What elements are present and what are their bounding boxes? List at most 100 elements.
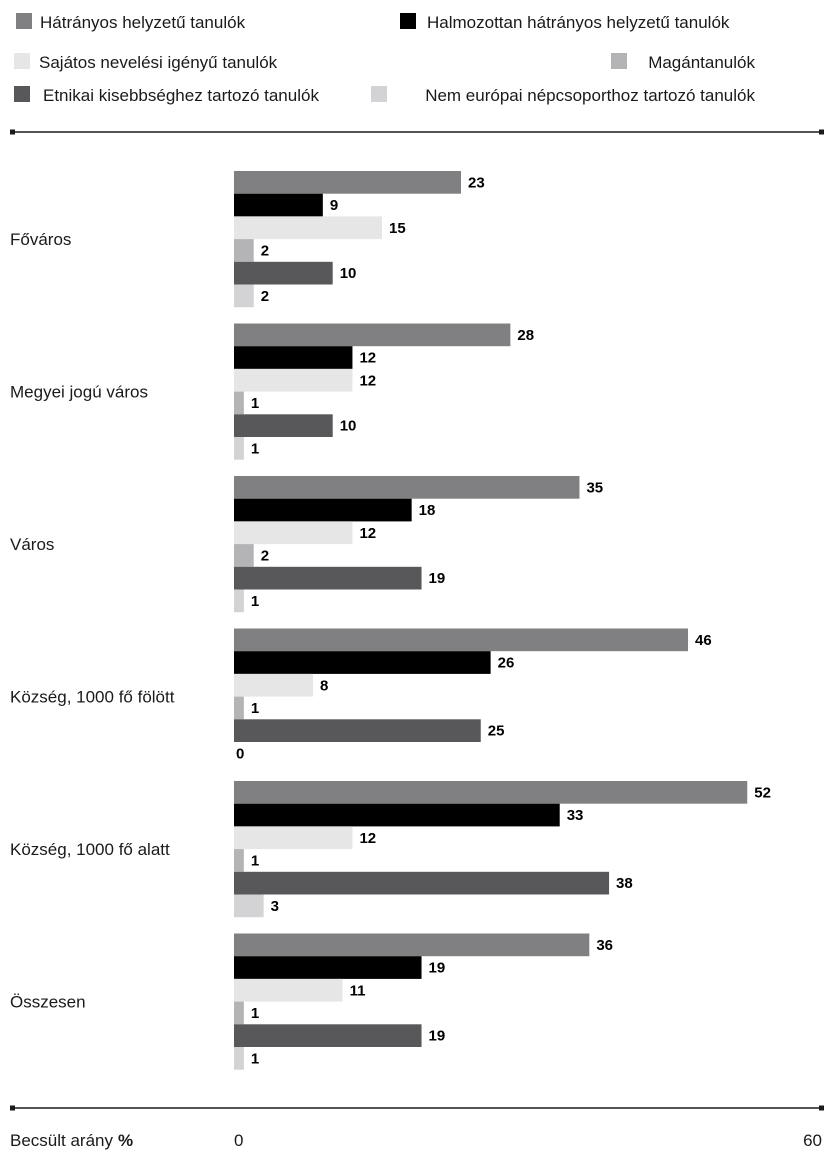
- data-label: 10: [340, 265, 357, 282]
- data-label: 1: [251, 1005, 259, 1022]
- bar-group: 23 9 15 2 10 2: [234, 171, 485, 308]
- data-label: 8: [320, 677, 328, 694]
- bar: [234, 956, 422, 979]
- bar: [234, 498, 412, 522]
- bar: [234, 476, 580, 499]
- data-label: 10: [340, 418, 357, 435]
- data-label: 12: [359, 350, 376, 367]
- legend-swatch: [371, 86, 387, 102]
- bar: [234, 346, 353, 369]
- data-label: 18: [419, 502, 436, 519]
- data-label: 2: [261, 288, 269, 305]
- data-label: 1: [251, 700, 259, 717]
- bar-group: 46 26 8 1 25 0: [234, 628, 712, 762]
- bar: [234, 589, 244, 613]
- data-label: 1: [251, 395, 259, 412]
- bar-group: 28 12 12 1 10 1: [234, 323, 534, 460]
- legend-item: Nem európai népcsoporthoz tartozó tanuló…: [371, 86, 755, 105]
- x-axis: Becsült arány% 0 60: [10, 1131, 822, 1150]
- bar: [234, 1001, 244, 1025]
- legend-swatch: [14, 53, 30, 69]
- bar: [234, 826, 353, 850]
- top-divider: [10, 129, 824, 135]
- legend-item: Magántanulók: [611, 53, 755, 72]
- data-label: 19: [429, 1028, 446, 1045]
- legend-swatch: [14, 86, 30, 102]
- data-label: 35: [586, 479, 603, 496]
- data-label: 11: [350, 982, 366, 999]
- legend-item: Hátrányos helyzetű tanulók: [16, 13, 246, 32]
- bar: [234, 673, 313, 697]
- x-tick-label: 0: [234, 1131, 243, 1150]
- bar: [234, 894, 264, 918]
- rule-end-dot: [10, 1105, 15, 1111]
- data-label: 25: [488, 723, 505, 740]
- data-label: 33: [567, 807, 584, 824]
- x-axis-label: Becsült arány%: [10, 1131, 133, 1150]
- bar: [234, 978, 343, 1002]
- bar: [234, 239, 254, 262]
- bar: [234, 933, 590, 957]
- legend-label: Halmozottan hátrányos helyzetű tanulók: [427, 13, 730, 32]
- bar: [234, 651, 491, 674]
- bar: [234, 193, 323, 217]
- bar: [234, 171, 462, 194]
- data-label: 2: [261, 547, 269, 564]
- bar: [234, 323, 511, 347]
- x-tick-label: 60: [803, 1131, 822, 1150]
- legend-item: Etnikai kisebbséghez tartozó tanulók: [14, 86, 319, 105]
- data-label: 19: [429, 570, 446, 587]
- category-label: Község, 1000 fő alatt: [10, 840, 170, 859]
- legend-swatch: [400, 13, 416, 29]
- bar: [234, 414, 333, 437]
- data-label: 2: [261, 242, 269, 259]
- bar: [234, 628, 689, 652]
- bar: [234, 368, 353, 392]
- legend-label: Hátrányos helyzetű tanulók: [40, 13, 246, 32]
- bar: [234, 284, 254, 308]
- bar: [234, 437, 244, 460]
- bar: [234, 1024, 422, 1047]
- bar: [234, 719, 481, 742]
- bar: [234, 696, 244, 720]
- data-label: 1: [251, 440, 259, 457]
- bar: [234, 871, 610, 895]
- bars: 2391521022812121101351812219146268125052…: [234, 171, 771, 1070]
- data-label: 46: [695, 632, 712, 649]
- rule-end-dot: [10, 129, 15, 135]
- data-label: 15: [389, 220, 406, 237]
- legend-label: Nem európai népcsoporthoz tartozó tanuló…: [425, 86, 755, 105]
- data-label: 38: [616, 875, 633, 892]
- data-label: 36: [596, 937, 613, 954]
- legend-label: Sajátos nevelési igényű tanulók: [39, 53, 278, 72]
- data-label: 19: [429, 960, 446, 977]
- data-label: 0: [236, 745, 244, 762]
- bar: [234, 849, 244, 872]
- category-label: Község, 1000 fő fölött: [10, 688, 175, 707]
- bottom-axis-line: [10, 1105, 824, 1111]
- rule-end-dot: [819, 1105, 824, 1111]
- category-label: Megyei jogú város: [10, 383, 148, 402]
- legend-item: Sajátos nevelési igényű tanulók: [14, 53, 278, 72]
- legend-swatch: [16, 13, 32, 29]
- bar: [234, 521, 353, 545]
- data-label: 28: [517, 327, 534, 344]
- bar: [234, 803, 560, 827]
- bar: [234, 1047, 244, 1070]
- data-label: 12: [359, 372, 376, 389]
- bar: [234, 216, 383, 240]
- rule-end-dot: [819, 129, 824, 135]
- data-label: 23: [468, 174, 485, 191]
- data-label: 3: [271, 898, 279, 915]
- bar: [234, 391, 244, 415]
- bar: [234, 544, 254, 567]
- legend-item: Halmozottan hátrányos helyzetű tanulók: [400, 13, 730, 32]
- legend-label: Magántanulók: [648, 53, 755, 72]
- category-labels: Főváros Megyei jogú város Város Község, 100…: [10, 230, 175, 1011]
- legend: Hátrányos helyzetű tanulók Halmozottan há…: [14, 13, 755, 105]
- data-label: 12: [359, 525, 376, 542]
- data-label: 1: [251, 1050, 259, 1067]
- legend-label: Etnikai kisebbséghez tartozó tanulók: [43, 86, 319, 105]
